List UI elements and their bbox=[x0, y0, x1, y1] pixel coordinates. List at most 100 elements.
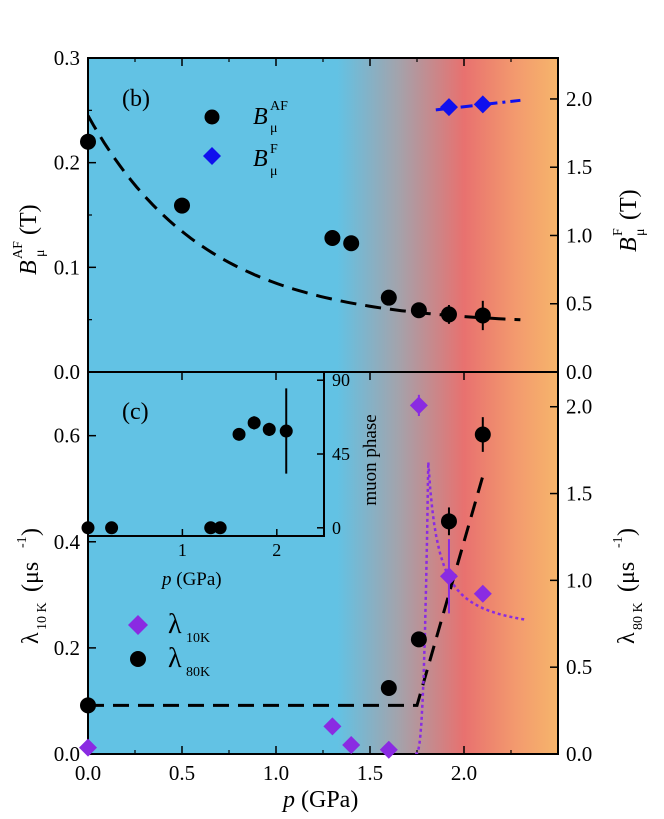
inset-background bbox=[88, 372, 324, 536]
svg-text:AF: AF bbox=[270, 99, 288, 114]
x-tick-label: 0.0 bbox=[75, 761, 101, 785]
b-af-point bbox=[380, 289, 397, 306]
inset-y-tick-label: 45 bbox=[332, 444, 350, 464]
svg-text:μ: μ bbox=[270, 121, 278, 136]
c-right-tick-label: 1.0 bbox=[566, 568, 592, 592]
inset-point bbox=[204, 521, 218, 535]
svg-text:): ) bbox=[18, 528, 44, 536]
svg-text:-1: -1 bbox=[15, 536, 30, 548]
svg-text:B: B bbox=[16, 260, 42, 275]
b-af-point bbox=[174, 197, 190, 214]
b-right-tick-label: 0.0 bbox=[566, 360, 592, 384]
c-left-tick-label: 0.4 bbox=[54, 530, 81, 554]
c-right-tick-label: 0.5 bbox=[566, 655, 592, 679]
b-left-tick-label: 0.0 bbox=[54, 360, 80, 384]
b-left-tick-label: 0.3 bbox=[54, 46, 80, 70]
b-af-point bbox=[80, 133, 96, 150]
c-right-tick-label: 1.5 bbox=[566, 482, 592, 506]
c-10k-point bbox=[409, 396, 428, 415]
c-right-tick-label: 0.0 bbox=[566, 742, 592, 766]
svg-text:μ: μ bbox=[270, 164, 278, 179]
c-10k-point bbox=[473, 584, 492, 603]
inset-y-tick-label: 90 bbox=[332, 370, 350, 390]
b-right-tick-label: 1.0 bbox=[566, 223, 592, 247]
legend-label-b-af: B bbox=[253, 104, 268, 130]
x-tick-label: 2.0 bbox=[451, 761, 477, 785]
inset-x-tick-label: 2 bbox=[272, 540, 281, 560]
svg-text:μ: μ bbox=[33, 249, 48, 257]
c-10k-point bbox=[323, 717, 342, 736]
legend-panel-c: λ 10K λ 80K bbox=[128, 609, 210, 680]
svg-text:F: F bbox=[270, 142, 278, 157]
b-af-point bbox=[410, 302, 427, 319]
inset-point bbox=[213, 521, 227, 535]
panel-b-label: (b) bbox=[122, 86, 150, 112]
x-tick-label: 0.5 bbox=[169, 761, 195, 785]
svg-text:(T): (T) bbox=[16, 204, 42, 235]
svg-text:λ: λ bbox=[18, 632, 44, 644]
c-10k-point bbox=[342, 735, 361, 754]
svg-text:μ: μ bbox=[633, 228, 648, 236]
svg-text:80 K: 80 K bbox=[631, 602, 646, 630]
legend-marker-b-f bbox=[203, 147, 221, 165]
inset-point bbox=[81, 521, 95, 535]
x-tick-label: 1.5 bbox=[357, 761, 383, 785]
svg-text:(T): (T) bbox=[616, 189, 642, 220]
c-80k-point bbox=[474, 426, 491, 443]
svg-text:10K: 10K bbox=[186, 631, 210, 646]
inset-point bbox=[247, 416, 261, 430]
legend-panel-b: B AF μ B F μ bbox=[203, 99, 288, 179]
panel-b-right-axis-title: B F μ (T) bbox=[611, 189, 648, 252]
inset-point bbox=[279, 424, 293, 438]
c-80k-point bbox=[80, 697, 96, 714]
svg-text:B: B bbox=[616, 237, 642, 252]
x-tick-label: 1.0 bbox=[263, 761, 289, 785]
svg-text:-1: -1 bbox=[611, 536, 626, 548]
panel-c-label: (c) bbox=[122, 399, 149, 425]
b-af-point bbox=[440, 306, 457, 323]
svg-text:λ: λ bbox=[168, 643, 182, 674]
c-80k-point bbox=[410, 631, 427, 648]
c-right-tick-label: 2.0 bbox=[566, 395, 592, 419]
svg-text:): ) bbox=[614, 528, 640, 536]
svg-text:λ: λ bbox=[168, 609, 182, 640]
b-af-point bbox=[474, 307, 491, 324]
b-right-tick-label: 0.5 bbox=[566, 292, 592, 316]
c-80k-point bbox=[440, 513, 457, 530]
inset-x-axis-title: p (GPa) bbox=[160, 569, 222, 590]
legend-marker-c-80k bbox=[130, 651, 146, 667]
b-right-tick-label: 2.0 bbox=[566, 87, 592, 111]
b-right-tick-label: 1.5 bbox=[566, 155, 592, 179]
c-10k-point bbox=[439, 567, 458, 586]
b-af-point bbox=[324, 230, 341, 247]
inset-y-axis-title: muon phase bbox=[360, 414, 381, 505]
b-af-point bbox=[343, 235, 360, 252]
c-10k-point bbox=[79, 738, 97, 757]
svg-text:(μs: (μs bbox=[614, 562, 640, 592]
panel-b-left-axis-title: B AF μ (T) bbox=[11, 204, 48, 275]
panel-c-left-axis-title: λ 10 K (μs -1 ) bbox=[15, 528, 50, 644]
svg-text:80K: 80K bbox=[186, 665, 210, 680]
x-axis-title: p (GPa) bbox=[281, 787, 358, 813]
b-left-tick-label: 0.1 bbox=[54, 255, 80, 279]
inset-point bbox=[105, 521, 119, 535]
svg-text:AF: AF bbox=[11, 241, 26, 259]
panel-c-right-axis-title: λ 80 K (μs -1 ) bbox=[611, 528, 646, 644]
c-80k-point bbox=[380, 680, 397, 697]
legend-marker-c-10k bbox=[128, 615, 148, 635]
c-10k-point bbox=[379, 740, 398, 759]
legend-label-b-f: B bbox=[253, 146, 268, 172]
c-left-tick-label: 0.6 bbox=[54, 424, 80, 448]
b-f-point bbox=[473, 95, 492, 114]
b-f-point bbox=[439, 98, 458, 117]
svg-text:F: F bbox=[611, 228, 626, 236]
svg-text:10 K: 10 K bbox=[35, 602, 50, 630]
b-left-tick-label: 0.2 bbox=[54, 151, 80, 175]
inset-point bbox=[262, 422, 276, 436]
c-left-tick-label: 0.2 bbox=[54, 636, 80, 660]
inset-point bbox=[232, 427, 246, 441]
c-left-tick-label: 0.0 bbox=[54, 742, 80, 766]
svg-text:λ: λ bbox=[614, 632, 640, 644]
fit-80k-line bbox=[88, 475, 485, 707]
